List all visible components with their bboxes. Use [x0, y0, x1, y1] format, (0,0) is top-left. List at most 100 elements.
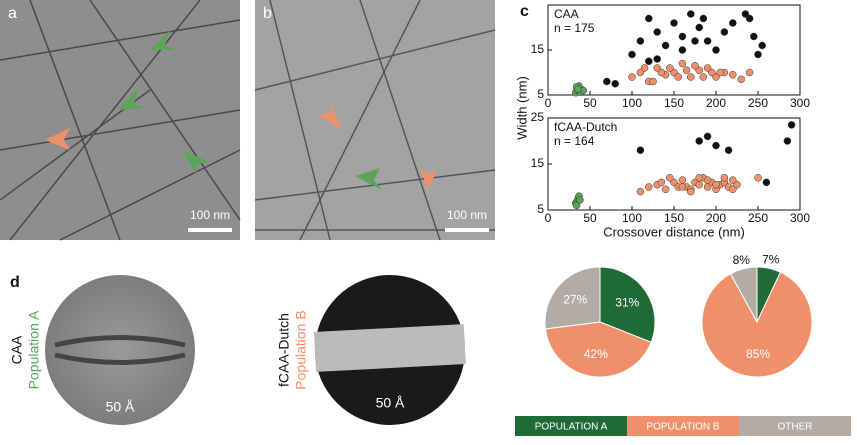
x-tick-label: 50 [583, 96, 597, 110]
x-tick-label: 100 [622, 96, 642, 110]
annotation: n = 164 [554, 134, 595, 148]
x-tick-label: 250 [748, 96, 768, 110]
panel-label: a [8, 5, 17, 22]
point [737, 75, 745, 83]
population-name: Population A [26, 310, 42, 389]
class-name: CAA [9, 335, 25, 364]
y-axis-label: Width (nm) [514, 76, 529, 140]
point [712, 180, 720, 189]
point [691, 37, 699, 45]
point [645, 183, 653, 191]
point [645, 57, 653, 65]
point [720, 28, 729, 36]
point [678, 46, 687, 54]
legend-swatch [739, 416, 851, 436]
point [708, 68, 716, 77]
point [699, 73, 708, 81]
point [729, 176, 737, 184]
legend-swatch [515, 416, 627, 436]
point [661, 41, 670, 50]
point [603, 77, 611, 86]
point [695, 23, 703, 32]
value-label: 27% [563, 292, 587, 306]
arrow [420, 168, 438, 190]
panel-label: c [520, 3, 529, 20]
point [666, 64, 674, 72]
point [666, 174, 674, 182]
point [762, 178, 771, 187]
x-tick-label: 150 [664, 96, 684, 110]
pie-slice [544, 321, 652, 378]
point [628, 73, 636, 81]
scale-bar [188, 228, 232, 232]
pie-slice [701, 271, 813, 378]
point [574, 85, 582, 93]
legend-swatch [627, 416, 739, 436]
x-axis-label: Crossover distance (nm) [603, 224, 745, 239]
point [729, 185, 737, 194]
point [712, 141, 720, 150]
point [787, 121, 796, 129]
fibril [313, 324, 466, 372]
point [687, 73, 695, 81]
population-name: Population B [293, 310, 309, 389]
pie-slice [544, 266, 601, 330]
point [678, 59, 687, 68]
arrow [45, 128, 70, 150]
point [628, 50, 636, 59]
point [657, 68, 666, 77]
point [682, 66, 691, 74]
point [695, 174, 703, 182]
scale-label: 100 nm [447, 208, 487, 222]
point [703, 37, 712, 45]
legend-label: OTHER [778, 422, 813, 433]
x-tick-label: 200 [706, 211, 726, 225]
point [691, 62, 699, 70]
point [729, 71, 737, 79]
point [687, 187, 695, 196]
point [678, 176, 687, 184]
point [720, 174, 729, 182]
x-tick-label: 200 [706, 96, 726, 110]
y-tick-label: 15 [531, 156, 545, 170]
point [640, 64, 649, 72]
point [716, 68, 724, 77]
y-tick-label: 5 [537, 87, 544, 101]
point [687, 10, 695, 18]
point [712, 46, 720, 54]
pie-slice [729, 266, 758, 323]
point [576, 196, 584, 204]
arrow [355, 168, 382, 190]
point [653, 55, 661, 63]
point [745, 68, 754, 77]
point [724, 146, 733, 154]
point [783, 137, 792, 145]
point [758, 41, 766, 50]
point [754, 174, 762, 182]
x-tick-label: 150 [664, 211, 684, 225]
point [678, 183, 687, 191]
x-tick-label: 300 [790, 96, 810, 110]
point [670, 178, 678, 187]
point [733, 180, 741, 189]
scale-bar [445, 228, 489, 232]
point [657, 178, 666, 187]
annotation: n = 175 [554, 21, 595, 35]
value-label: 7% [762, 252, 780, 266]
arrow [118, 88, 144, 110]
point [674, 73, 682, 81]
annotation: fCAA-Dutch [554, 120, 617, 134]
scale-label: 50 Å [376, 395, 405, 411]
value-label: 42% [584, 347, 608, 361]
value-label: 31% [615, 296, 639, 310]
fibril-lines [0, 0, 241, 241]
panel-label: b [263, 5, 272, 22]
arrow [318, 103, 342, 130]
scale-label: 50 Å [106, 399, 135, 415]
x-tick-label: 0 [545, 96, 552, 110]
point [661, 185, 670, 194]
point [754, 50, 762, 59]
class-name: fCAA-Dutch [276, 313, 292, 387]
x-tick-label: 300 [790, 211, 810, 225]
